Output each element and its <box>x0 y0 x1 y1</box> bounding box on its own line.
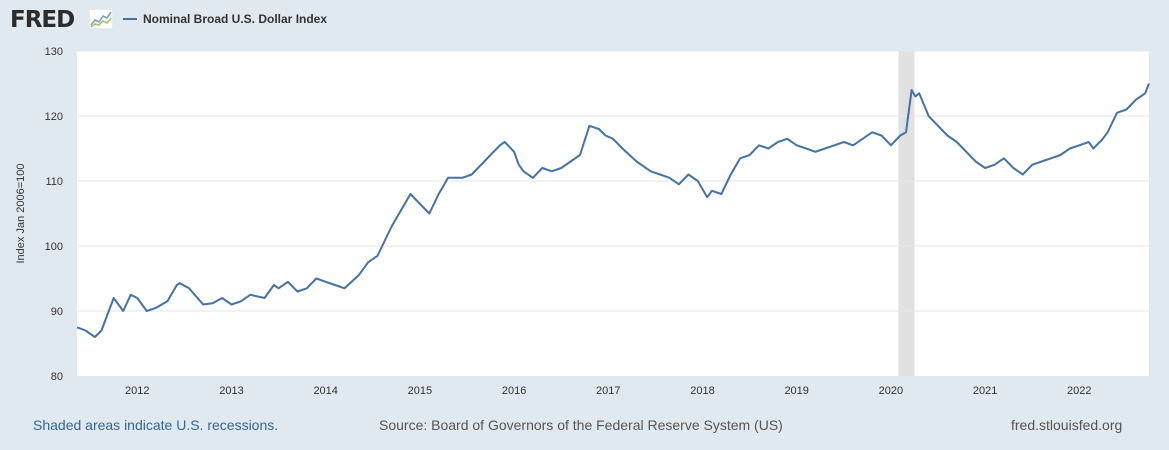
x-tick-label: 2013 <box>219 385 243 397</box>
y-tick-label: 100 <box>45 241 63 253</box>
plot-area <box>77 51 1149 376</box>
fred-graph-icon <box>89 9 113 29</box>
fred-logo[interactable]: FRED <box>10 7 75 33</box>
y-tick-label: 80 <box>51 371 63 383</box>
recessions-link[interactable]: Shaded areas indicate U.S. recessions. <box>33 417 279 433</box>
x-tick-label: 2014 <box>313 385 337 397</box>
legend-swatch <box>123 18 137 20</box>
x-tick-label: 2020 <box>879 385 903 397</box>
legend[interactable]: Nominal Broad U.S. Dollar Index <box>123 11 327 27</box>
x-axis-tick-labels: 2012 2013 2014 2015 2016 2017 2018 2019 2020 2021… <box>125 385 1091 397</box>
x-tick-label: 2017 <box>596 385 620 397</box>
legend-label: Nominal Broad U.S. Dollar Index <box>143 12 328 26</box>
source-text: Source: Board of Governors of the Federa… <box>379 417 783 433</box>
x-tick-label: 2019 <box>784 385 808 397</box>
x-tick-label: 2016 <box>502 385 526 397</box>
gridlines <box>77 50 1149 312</box>
y-tick-label: 120 <box>45 111 63 123</box>
x-tick-label: 2022 <box>1067 385 1091 397</box>
y-tick-label: 130 <box>45 46 63 58</box>
x-tick-label: 2021 <box>973 385 997 397</box>
series-line[interactable] <box>76 83 1150 338</box>
y-axis-tick-labels: 80 90 100 110 120 130 <box>45 46 63 383</box>
x-tick-label: 2012 <box>125 385 149 397</box>
series-layer <box>76 83 1150 338</box>
recession-band <box>898 51 915 376</box>
y-tick-label: 90 <box>51 306 63 318</box>
recession-shading <box>898 51 915 376</box>
chart-header: FRED Nominal Broad U.S. Dollar Index <box>0 0 1169 44</box>
x-tick-label: 2015 <box>408 385 432 397</box>
y-tick-label: 110 <box>45 176 63 188</box>
x-tick-label: 2018 <box>690 385 714 397</box>
site-link[interactable]: fred.stlouisfed.org <box>1011 417 1123 433</box>
y-axis-label: Index Jan 2006=100 <box>15 163 27 263</box>
